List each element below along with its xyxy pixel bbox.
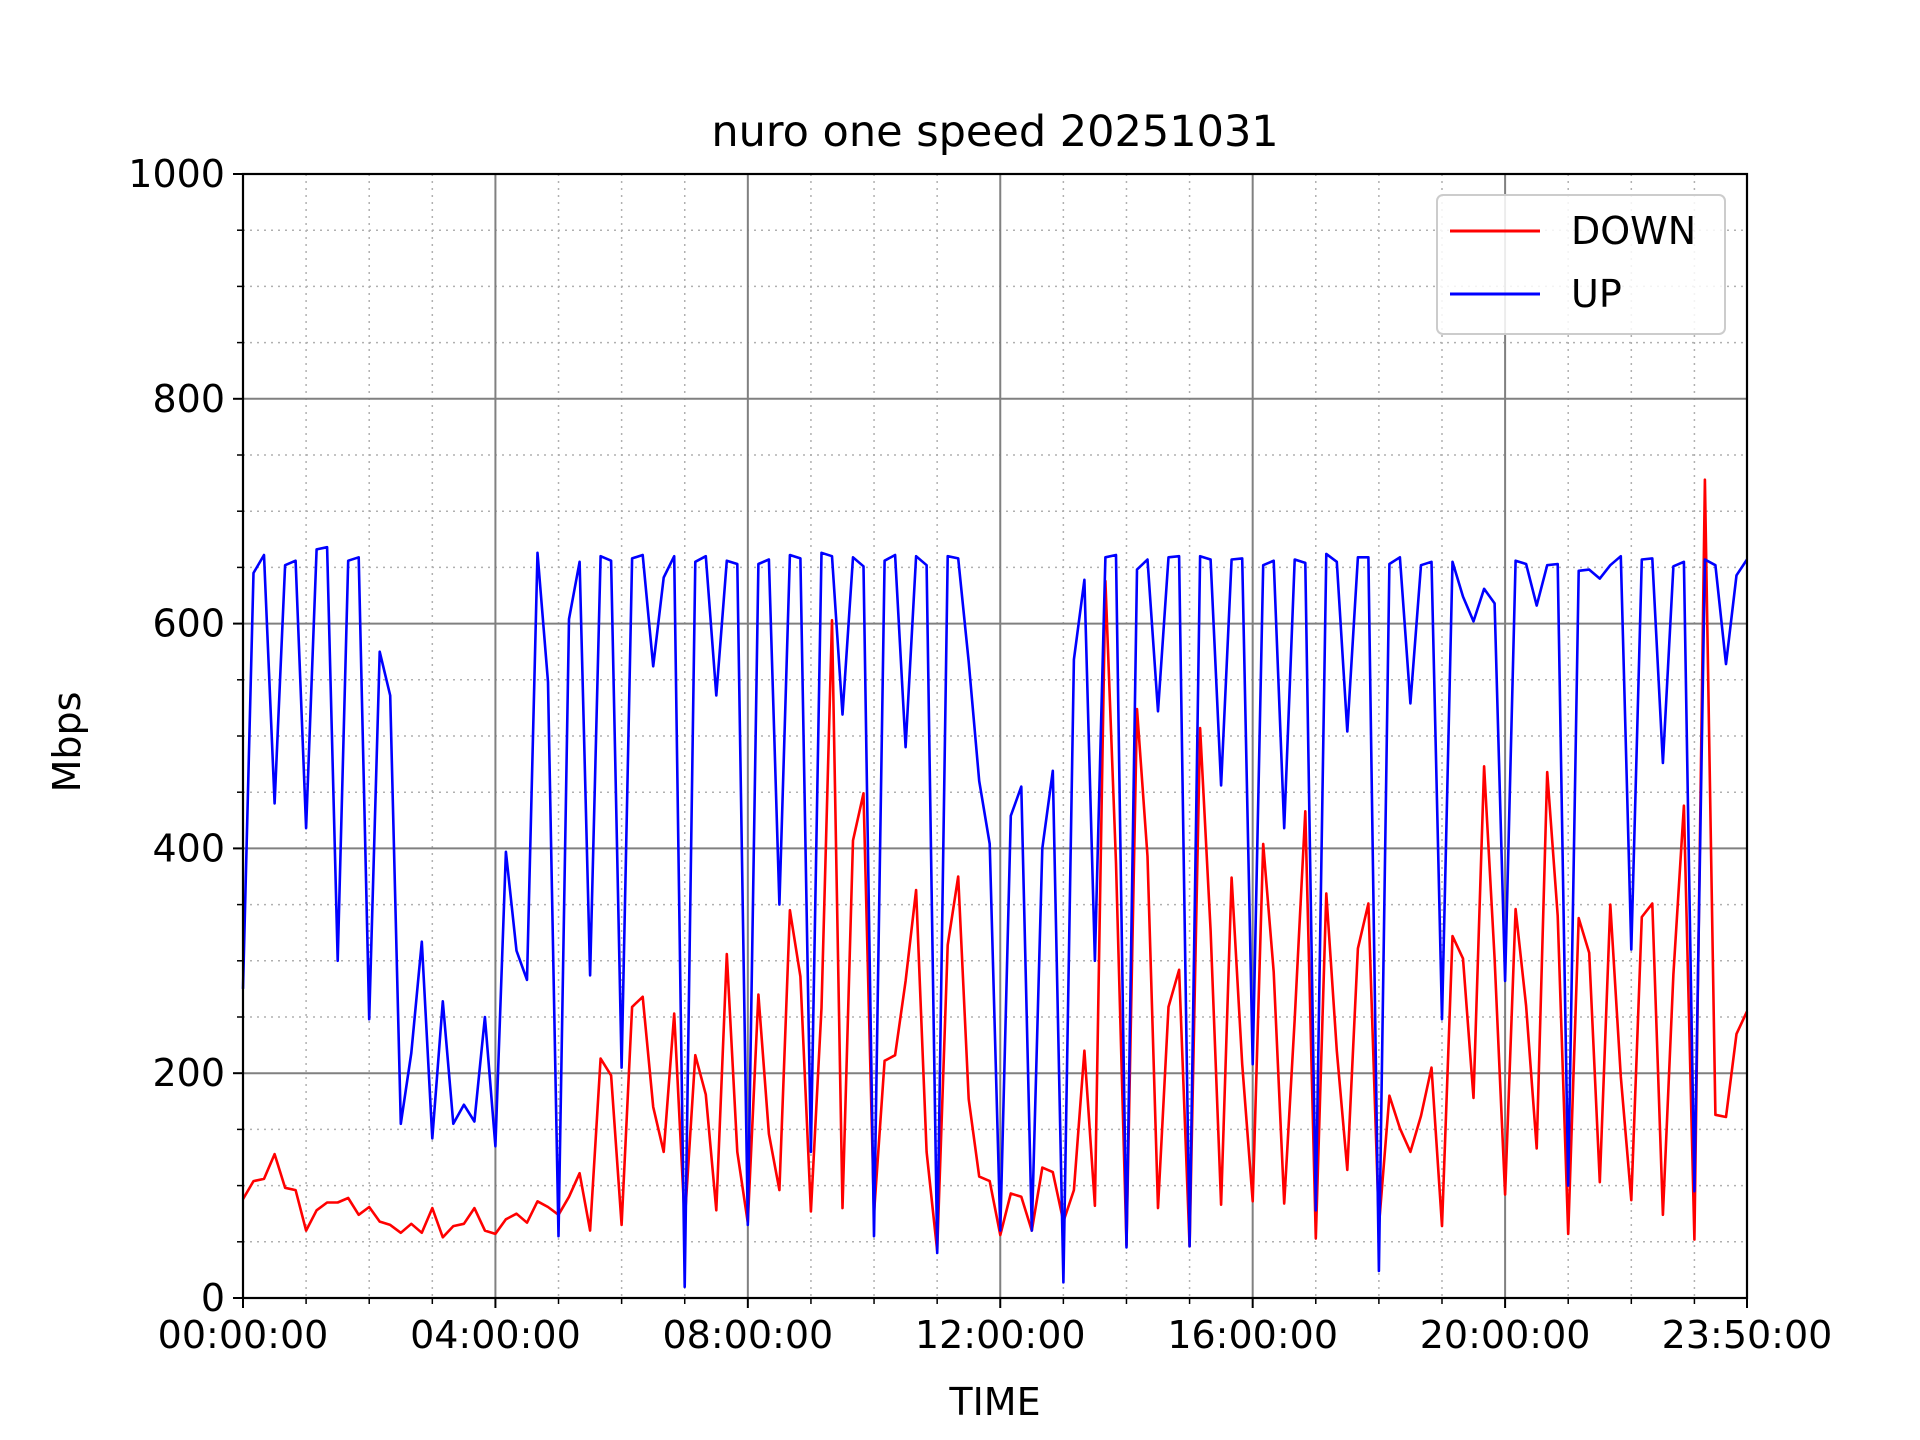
y-axis-label: Mbps: [45, 692, 89, 793]
legend-label-down: DOWN: [1571, 209, 1696, 253]
tick-labels: 00:00:00 04:00:00 08:00:00 12:00:00 16:00:00…: [128, 152, 1832, 1357]
y-tick-label: 0: [201, 1276, 225, 1320]
y-tick-label: 200: [152, 1051, 225, 1095]
x-axis-label: TIME: [948, 1380, 1040, 1424]
y-tick-label: 600: [152, 602, 225, 646]
x-tick-label: 12:00:00: [915, 1313, 1086, 1357]
x-tick-label: 23:50:00: [1662, 1313, 1833, 1357]
x-tick-label: 04:00:00: [410, 1313, 581, 1357]
x-tick-label: 08:00:00: [663, 1313, 834, 1357]
axis-ticks: [233, 173, 1748, 1308]
chart-title: nuro one speed 20251031: [711, 107, 1278, 157]
series-line-down: [241, 478, 1749, 1253]
legend-label-up: UP: [1571, 272, 1622, 316]
x-tick-label: 16:00:00: [1167, 1313, 1338, 1357]
y-tick-label: 1000: [128, 152, 225, 196]
series-line-up: [241, 545, 1749, 1289]
series-layer: [241, 478, 1749, 1289]
x-tick-label: 00:00:00: [158, 1313, 329, 1357]
y-tick-label: 800: [152, 377, 225, 421]
legend: DOWN UP: [1436, 194, 1726, 335]
y-tick-label: 400: [152, 826, 225, 870]
x-tick-label: 20:00:00: [1420, 1313, 1591, 1357]
